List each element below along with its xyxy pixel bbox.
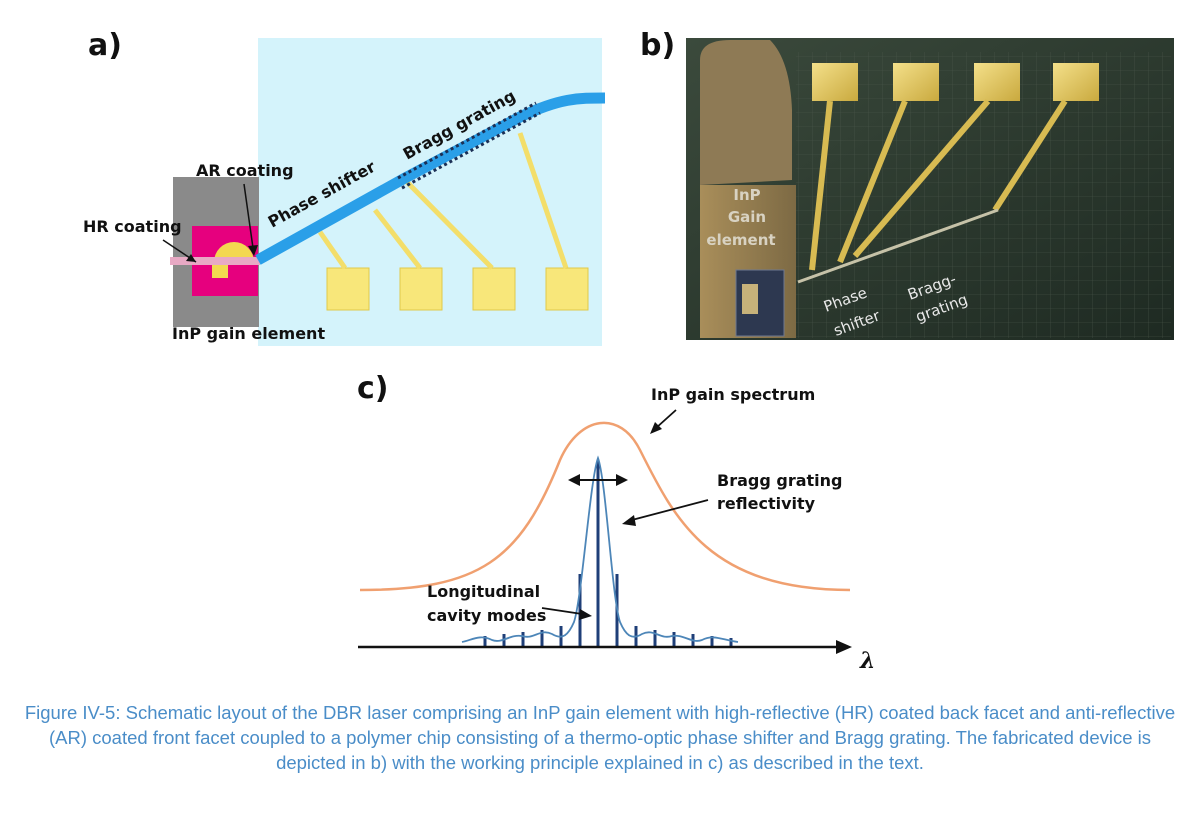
ar-coating-label: AR coating bbox=[196, 161, 294, 180]
photo-pad-1 bbox=[812, 63, 858, 101]
photo-pad-2 bbox=[893, 63, 939, 101]
electrode-trace-3 bbox=[403, 178, 494, 270]
hr-coating-arrowhead bbox=[186, 254, 196, 262]
electrode-pad-1 bbox=[326, 267, 370, 311]
cavity-modes-arrowhead bbox=[579, 609, 592, 620]
figure-caption: Figure IV-5: Schematic layout of the DBR… bbox=[24, 702, 1176, 773]
photo-trace-4 bbox=[992, 99, 1068, 212]
bandwidth-arrowhead-left bbox=[568, 474, 580, 486]
bandwidth-arrowhead-right bbox=[616, 474, 628, 486]
gain-spectrum-arrowhead bbox=[650, 422, 662, 434]
gain-waveguide bbox=[170, 257, 260, 265]
photo-gain-label-1: InP bbox=[733, 186, 760, 204]
photo-waveguide bbox=[797, 208, 999, 284]
electrode-pad-3 bbox=[472, 267, 516, 311]
electrode-pads bbox=[326, 267, 589, 311]
photo-trace-2 bbox=[837, 99, 908, 264]
gain-spectrum-arrow bbox=[655, 409, 677, 429]
cavity-modes-label-2: cavity modes bbox=[427, 606, 546, 625]
bragg-reflectivity-arrowhead bbox=[622, 515, 636, 526]
bragg-reflectivity-arrow bbox=[631, 499, 709, 521]
bragg-grating-teeth-top bbox=[397, 101, 537, 180]
electrode-trace-4 bbox=[517, 132, 569, 269]
photo-gain-label-2: Gain bbox=[728, 208, 766, 226]
electrode-trace-2 bbox=[373, 208, 422, 270]
photo-trace-1 bbox=[809, 100, 833, 271]
wavelength-axis-arrowhead bbox=[836, 640, 852, 654]
photo-pads bbox=[812, 63, 1099, 101]
panel-a: a) HR coating AR coating bbox=[83, 28, 606, 346]
cavity-modes-arrow bbox=[541, 607, 583, 615]
gain-spectrum-label: InP gain spectrum bbox=[651, 385, 815, 404]
panel-a-letter: a) bbox=[88, 28, 122, 63]
electrode-traces bbox=[317, 132, 569, 270]
electrode-trace-1 bbox=[317, 230, 348, 270]
laser-die-contact bbox=[742, 284, 758, 314]
panel-b: b) InP Gain element Phase shifter Bragg- bbox=[640, 28, 1174, 340]
electrode-pad-2 bbox=[399, 267, 443, 311]
photo-gain-label-3: element bbox=[706, 231, 775, 249]
panel-c: c) λ InP gain bbox=[357, 371, 875, 674]
bragg-grating-teeth-bottom bbox=[401, 111, 541, 190]
photo-traces bbox=[809, 99, 1068, 271]
photo-pad-3 bbox=[974, 63, 1020, 101]
electrode-pad-4 bbox=[545, 267, 589, 311]
hr-coating-label: HR coating bbox=[83, 217, 182, 236]
bragg-reflectivity-label-2: reflectivity bbox=[717, 494, 816, 513]
panel-c-letter: c) bbox=[357, 371, 389, 406]
cavity-modes-label-1: Longitudinal bbox=[427, 582, 540, 601]
inp-gain-element-label: InP gain element bbox=[172, 324, 325, 343]
photo-trace-3 bbox=[852, 99, 991, 258]
gain-element-pad bbox=[212, 262, 228, 278]
gain-spectrum-curve bbox=[359, 421, 851, 592]
ar-coating-arrow bbox=[243, 183, 254, 249]
ar-coating-arrowhead bbox=[248, 245, 258, 256]
wavelength-axis-label: λ bbox=[859, 648, 875, 674]
panel-b-letter: b) bbox=[640, 28, 675, 63]
polymer-waveguide bbox=[255, 92, 606, 265]
bragg-reflectivity-curve bbox=[461, 455, 739, 643]
photo-pad-4 bbox=[1053, 63, 1099, 101]
bragg-reflectivity-label-1: Bragg grating bbox=[717, 471, 842, 490]
mount-block-top bbox=[700, 40, 792, 185]
